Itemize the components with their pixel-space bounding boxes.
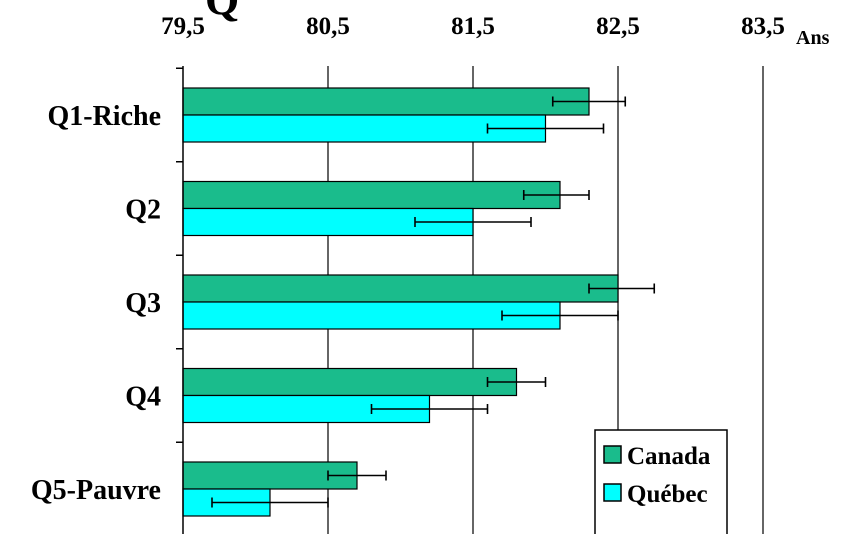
error-bar bbox=[370, 404, 489, 414]
error-bar bbox=[522, 190, 590, 200]
category-labels: Q1-Riche Q2 Q3 Q4 Q5-Pauvre bbox=[31, 101, 161, 506]
bar-canada bbox=[182, 274, 619, 303]
category-axis bbox=[176, 66, 184, 534]
legend-swatch-canada bbox=[603, 445, 622, 464]
x-tick-label: 82,5 bbox=[596, 13, 640, 40]
error-bar bbox=[486, 123, 605, 134]
x-tick-label: 83,5 bbox=[741, 13, 785, 40]
category-label: Q3 bbox=[125, 288, 161, 319]
category-label: Q4 bbox=[125, 382, 161, 413]
category-label: Q5-Pauvre bbox=[31, 475, 161, 506]
x-tick-label: 81,5 bbox=[451, 13, 495, 40]
bars bbox=[182, 87, 619, 517]
x-tick-label: 79,5 bbox=[161, 13, 205, 40]
bar-quebec bbox=[182, 301, 561, 330]
legend-label-quebec: Québec bbox=[627, 481, 708, 508]
legend-label-canada: Canada bbox=[627, 443, 711, 470]
legend-swatch-quebec bbox=[603, 483, 622, 502]
category-label: Q2 bbox=[125, 195, 161, 226]
error-bar bbox=[551, 96, 627, 107]
error-bar bbox=[414, 217, 532, 227]
error-bar bbox=[486, 377, 547, 387]
bar-quebec bbox=[182, 114, 547, 143]
legend: Canada Québec bbox=[594, 429, 728, 534]
bar-canada bbox=[182, 180, 561, 210]
x-tick-label: 80,5 bbox=[306, 13, 350, 40]
x-tick-labels: 79,5 80,5 81,5 82,5 83,5 bbox=[161, 13, 785, 40]
error-bar bbox=[211, 497, 329, 508]
title-fragment: Q bbox=[205, 0, 239, 24]
error-bars bbox=[211, 96, 656, 508]
error-bar bbox=[327, 470, 387, 481]
error-bar bbox=[588, 283, 656, 294]
bar-canada bbox=[182, 87, 590, 116]
error-bar bbox=[501, 310, 619, 321]
bar-canada bbox=[182, 367, 518, 397]
x-unit-label: Ans bbox=[796, 27, 830, 49]
category-label: Q1-Riche bbox=[47, 101, 161, 132]
